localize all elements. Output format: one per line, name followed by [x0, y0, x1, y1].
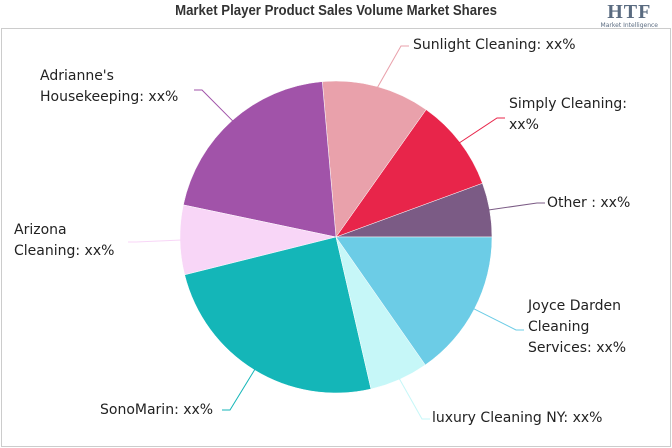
leader-line: [469, 306, 524, 331]
slice-label: Adrianne's Housekeeping: xx%: [40, 68, 179, 105]
slice-label: Sunlight Cleaning: xx%: [413, 37, 576, 53]
frame: [1, 28, 671, 447]
leader-line: [375, 45, 409, 92]
slice: [322, 80, 427, 238]
logo-caption: Market Intelligence: [600, 22, 658, 29]
logo: HTF Market Intelligence: [601, 2, 658, 29]
logo-mark: HTF: [607, 1, 652, 23]
chart-title: Market Player Product Sales Volume Marke…: [175, 2, 497, 19]
slice-label: Other : xx%: [547, 195, 631, 211]
slice-label: Joyce Darden Cleaning Services: xx%: [528, 298, 627, 356]
leader-line: [194, 89, 236, 125]
slice-label: Simply Cleaning: xx%: [509, 96, 628, 133]
leader-line: [128, 239, 185, 243]
slice-label: SonoMarin: xx%: [100, 402, 214, 418]
leader-line: [396, 375, 430, 420]
slice-label: Arizona Cleaning: xx%: [14, 222, 115, 259]
leader-line: [484, 202, 545, 212]
slice-label: luxury Cleaning NY: xx%: [432, 410, 603, 426]
leader-line: [222, 365, 258, 411]
leader-line: [455, 117, 505, 146]
